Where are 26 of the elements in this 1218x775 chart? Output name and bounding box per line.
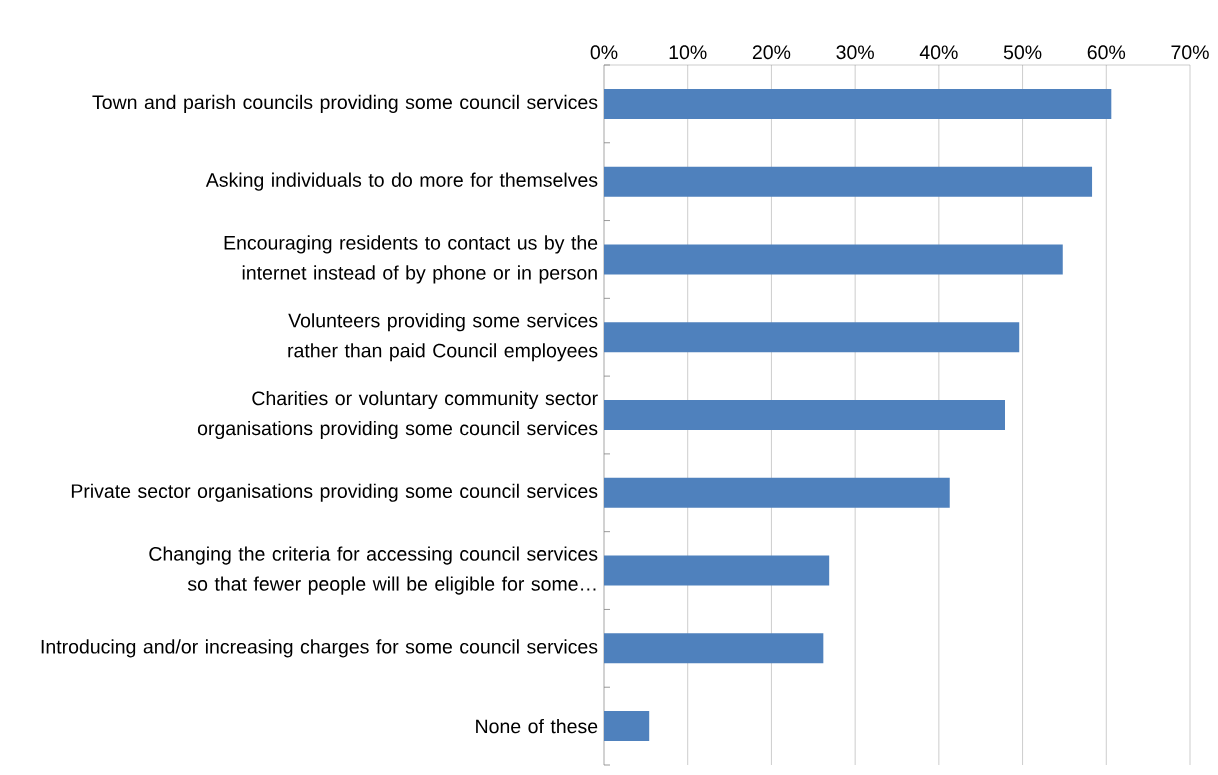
- y-tick-label: Volunteers providing some services rather than paid Council employees: [288, 313, 598, 362]
- y-tick-label: Private sector organisations providing some council services: [71, 483, 598, 502]
- y-tick-label: Introducing and/or increasing charges for some council services: [41, 639, 598, 658]
- bar: [604, 477, 950, 508]
- bar: [604, 88, 1112, 119]
- x-tick-label: 50%: [1003, 45, 1042, 60]
- y-tick-label: Charities or voluntary community sector organisations providing some council services: [197, 390, 598, 440]
- x-tick-label: 10%: [669, 45, 707, 60]
- x-tick-label: 40%: [919, 45, 958, 60]
- bar: [604, 166, 1093, 197]
- bar: [604, 555, 830, 586]
- bar: [604, 633, 824, 664]
- bar: [604, 322, 1020, 353]
- bar: [604, 244, 1063, 275]
- y-tick-label: Asking individuals to do more for themselves: [205, 172, 598, 191]
- x-tick-label: 60%: [1087, 45, 1126, 60]
- y-tick-label: None of these: [476, 718, 598, 734]
- y-tick-label: Changing the criteria for accessing council services so that fewer people will be eligible for some…: [149, 546, 598, 595]
- bar: [604, 711, 650, 742]
- x-tick-label: 30%: [836, 45, 874, 60]
- y-tick-label: Town and parish councils providing some council services: [92, 94, 598, 113]
- y-tick-label: Encouraging residents to contact us by the internet instead of by phone or in person: [224, 235, 598, 284]
- bar: [604, 400, 1005, 430]
- x-tick-label: 20%: [752, 45, 791, 60]
- x-tick-label: 70%: [1171, 45, 1209, 60]
- x-tick-label: 0%: [590, 45, 618, 60]
